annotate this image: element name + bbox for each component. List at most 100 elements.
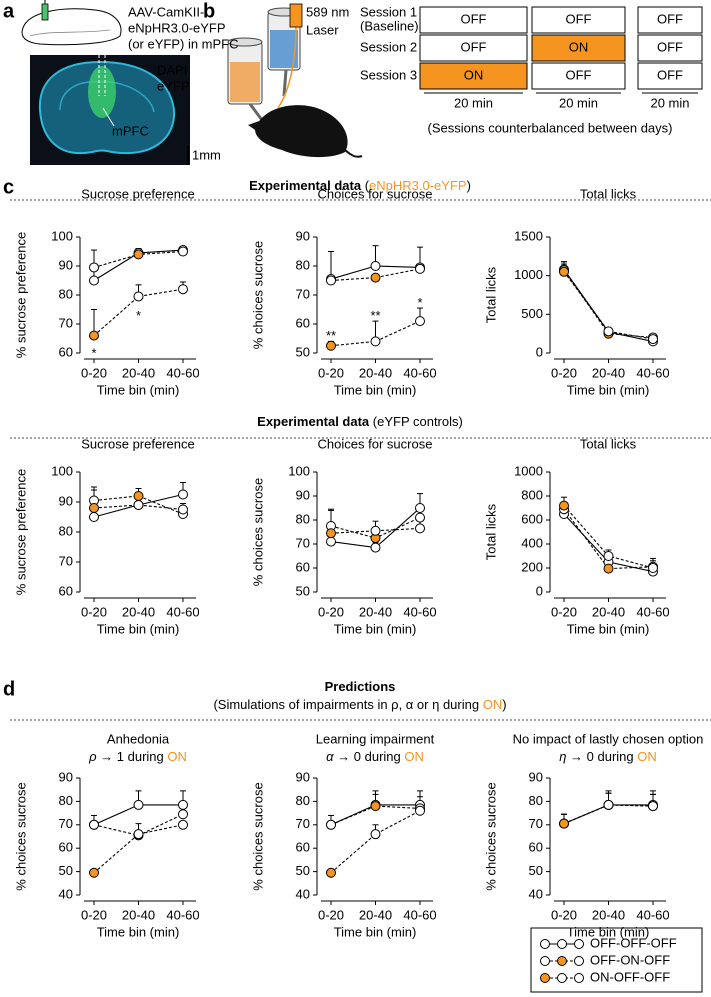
session-cell <box>531 62 626 90</box>
x-tick-label: 40-60 <box>403 907 436 922</box>
y-tick-label: 200 <box>521 559 543 574</box>
x-tick-label: 0-20 <box>81 365 107 380</box>
x-tick-label: 0-20 <box>318 365 344 380</box>
marker <box>559 266 569 277</box>
text-run: ON <box>404 749 424 764</box>
y-tick-label: 70 <box>296 816 310 831</box>
marker <box>326 819 336 830</box>
chart-title: Sucrose preference <box>81 186 194 201</box>
x-tick-label: 20-40 <box>122 604 155 619</box>
marker <box>415 316 425 327</box>
stain-label: eYFP <box>157 78 190 93</box>
session-cell <box>419 34 528 62</box>
chart-title: Total licks <box>580 186 637 201</box>
y-axis-label: % sucrose preference <box>13 232 28 358</box>
y-tick-label: 90 <box>59 769 73 784</box>
y-tick-label: 40 <box>296 886 310 901</box>
legend-marker <box>557 939 567 949</box>
marker <box>415 805 425 816</box>
y-tick-label: 40 <box>59 886 73 901</box>
marker <box>133 491 144 501</box>
setup-sketch <box>227 7 363 158</box>
x-tick-label: 40-60 <box>636 604 669 619</box>
y-tick-label: 800 <box>521 487 543 502</box>
x-tick-label: 0-20 <box>318 604 344 619</box>
y-tick-label: 0 <box>536 344 543 359</box>
y-tick-label: 100 <box>288 463 310 478</box>
heading: (Simulations of impairments in ρ, α or η… <box>213 697 506 712</box>
marker <box>178 504 188 515</box>
text-run: α <box>326 749 334 764</box>
marker <box>178 246 188 257</box>
y-tick-label: 90 <box>296 769 310 784</box>
x-axis-label: Time bin (min) <box>334 382 417 397</box>
cell-label: OFF <box>461 11 487 26</box>
marker <box>559 500 569 511</box>
marker <box>603 326 614 337</box>
heading: Experimental data (eYFP controls) <box>257 414 463 429</box>
text-run: ) <box>467 178 471 193</box>
marker <box>178 819 188 830</box>
y-tick-label: 0 <box>536 583 543 598</box>
marker <box>370 336 381 347</box>
text-run: eNpHR3.0-eYFP <box>369 178 467 193</box>
duration-label: 20 min <box>650 95 689 110</box>
marker <box>326 528 336 539</box>
session-label: Session 2 <box>360 39 417 54</box>
text-run: → 0 during <box>566 749 637 764</box>
marker <box>89 867 99 878</box>
y-tick-label: 50 <box>59 863 73 878</box>
session-label: Session 1 <box>360 4 417 19</box>
x-tick-label: 40-60 <box>636 365 669 380</box>
x-axis-label: Time bin (min) <box>334 924 417 939</box>
session-label: Session 3 <box>360 67 417 82</box>
x-axis-label: Time bin (min) <box>567 924 650 939</box>
series-line <box>563 804 654 825</box>
text-run: ) <box>502 697 506 712</box>
marker <box>603 551 614 561</box>
x-tick-label: 20-40 <box>592 907 625 922</box>
marker <box>559 818 569 829</box>
legend-marker <box>540 956 550 966</box>
cell-label: OFF <box>566 67 592 82</box>
x-tick-label: 20-40 <box>592 604 625 619</box>
x-axis-label: Time bin (min) <box>97 382 180 397</box>
duration-label: 20 min <box>454 95 493 110</box>
chart-title: Anhedonia <box>107 731 170 746</box>
significance: ** <box>326 328 336 343</box>
legend-label: OFF-ON-OFF <box>590 952 670 967</box>
x-tick-label: 20-40 <box>122 907 155 922</box>
y-tick-label: 50 <box>529 863 543 878</box>
session-label: (Baseline) <box>360 18 419 33</box>
marker <box>370 801 381 812</box>
y-tick-label: 80 <box>59 793 73 808</box>
y-tick-label: 80 <box>59 523 73 538</box>
marker <box>648 801 658 812</box>
y-tick-label: 40 <box>529 886 543 901</box>
marker <box>370 261 381 271</box>
marker <box>370 542 381 553</box>
y-axis-label: Total licks <box>483 503 498 560</box>
y-tick-label: 70 <box>59 816 73 831</box>
y-tick-label: 70 <box>296 286 310 301</box>
heading: Experimental data (eNpHR3.0-eYFP) <box>249 178 471 193</box>
legend-label: OFF-OFF-OFF <box>590 935 677 950</box>
y-tick-label: 80 <box>296 793 310 808</box>
y-tick-label: 60 <box>529 840 543 855</box>
legend-marker <box>557 956 567 966</box>
marker <box>415 503 425 513</box>
marker <box>89 512 99 522</box>
y-tick-label: 60 <box>59 583 73 598</box>
panel-letter: a <box>3 0 15 22</box>
cell-label: OFF <box>657 39 683 54</box>
marker <box>89 330 99 341</box>
marker <box>133 249 144 260</box>
y-tick-label: 80 <box>59 286 73 301</box>
x-tick-label: 20-40 <box>592 365 625 380</box>
construct-label: (or eYFP) in mPFC <box>128 36 239 51</box>
y-tick-label: 90 <box>296 228 310 243</box>
series-line <box>330 810 421 874</box>
y-tick-label: 90 <box>59 257 73 272</box>
significance: * <box>136 308 141 323</box>
